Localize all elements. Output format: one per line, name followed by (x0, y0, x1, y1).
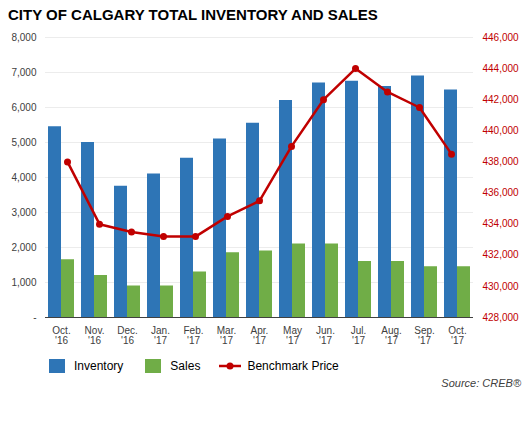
svg-text:3,000: 3,000 (11, 207, 36, 218)
html-text:CITY OF CALGARY TOTAL INVENTOR: CITY OF CALGARY TOTAL INVENTORY AND SALE… (8, 6, 378, 23)
svg-text:438,000: 438,000 (483, 156, 520, 167)
svg-text:Feb.'17: Feb.'17 (183, 325, 203, 346)
svg-text:5,000: 5,000 (11, 137, 36, 148)
svg-text:6,000: 6,000 (11, 102, 36, 113)
html-text:Source: CREB®: Source: CREB® (441, 377, 521, 389)
svg-text:Jun.'17: Jun.'17 (316, 325, 335, 346)
svg-text:Jul.'17: Jul.'17 (351, 325, 367, 346)
svg-text:4,000: 4,000 (11, 172, 36, 183)
svg-text:2,000: 2,000 (11, 242, 36, 253)
svg-text:442,000: 442,000 (483, 94, 520, 105)
svg-text:432,000: 432,000 (483, 249, 520, 260)
svg-text:436,000: 436,000 (483, 187, 520, 198)
svg-text:7,000: 7,000 (11, 67, 36, 78)
svg-text:Aug.'17: Aug.'17 (381, 325, 402, 346)
svg-text:May'17: May'17 (283, 325, 302, 346)
svg-text:428,000: 428,000 (483, 312, 520, 323)
html-text:Benchmark Price: Benchmark Price (247, 359, 339, 373)
svg-text:430,000: 430,000 (483, 281, 520, 292)
svg-text:Apr.'17: Apr.'17 (251, 325, 269, 346)
svg-text:440,000: 440,000 (483, 125, 520, 136)
html-text:Sales: Sales (170, 359, 201, 373)
svg-text:Sep.'17: Sep.'17 (414, 325, 435, 346)
svg-text:1,000: 1,000 (11, 277, 36, 288)
svg-text:Dec.'16: Dec.'16 (117, 325, 138, 346)
svg-text:434,000: 434,000 (483, 218, 520, 229)
svg-text:-: - (33, 312, 36, 323)
svg-text:Jan.'17: Jan.'17 (151, 325, 170, 346)
svg-text:444,000: 444,000 (483, 63, 520, 74)
svg-text:Oct.'17: Oct.'17 (448, 325, 466, 346)
svg-text:Mar.'17: Mar.'17 (217, 325, 236, 346)
svg-text:Oct.'16: Oct.'16 (52, 325, 70, 346)
html-text:Inventory: Inventory (74, 359, 124, 373)
svg-text:Nov.'16: Nov.'16 (85, 325, 105, 346)
svg-text:446,000: 446,000 (483, 32, 520, 43)
svg-text:8,000: 8,000 (11, 32, 36, 43)
